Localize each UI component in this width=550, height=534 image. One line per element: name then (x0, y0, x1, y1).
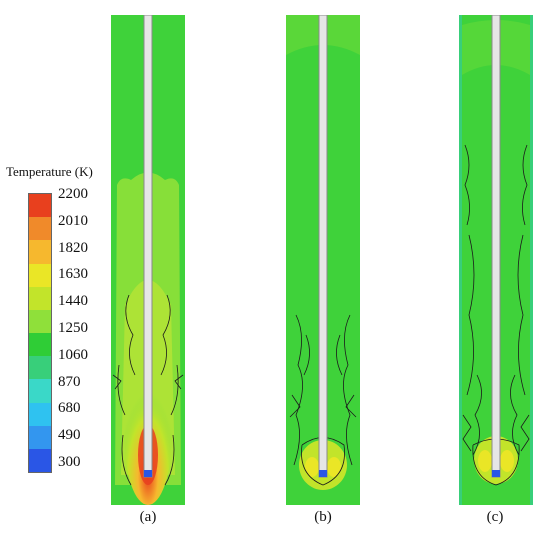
legend-tick-label: 680 (58, 400, 81, 417)
colorbar-swatch (29, 309, 51, 334)
caption-a: (a) (139, 509, 157, 525)
contour-panel-a (111, 15, 185, 505)
legend-tick-label: 1820 (58, 239, 88, 256)
contour-panel-b (286, 15, 360, 505)
legend-tick-label: 1250 (58, 320, 88, 336)
colorbar-swatch (29, 402, 51, 427)
colorbar-swatch (29, 333, 51, 358)
legend-tick-label: 1060 (58, 346, 88, 363)
legend-tick-label: 2200 (58, 186, 88, 202)
colorbar-swatch (29, 286, 51, 311)
legend-tick-label: 2010 (58, 212, 88, 229)
legend-tick-label: 300 (58, 454, 81, 470)
contour-panel-c (459, 15, 533, 505)
legend-tick-label: 1440 (58, 293, 88, 310)
legend-tick-label: 870 (58, 373, 81, 390)
colorbar-swatch (29, 263, 51, 288)
colorbar-swatch (29, 448, 51, 472)
legend-title: Temperature (K) (6, 164, 93, 179)
colorbar-swatch (29, 240, 51, 265)
colorbar-swatch (29, 356, 51, 381)
colorbar-swatch (29, 194, 51, 219)
temperature-colorbar (28, 193, 52, 473)
colorbar-swatch (29, 217, 51, 242)
caption-b: (b) (314, 509, 332, 525)
caption-c: (c) (486, 509, 504, 525)
legend-tick-label: 1630 (58, 266, 88, 283)
colorbar-swatch (29, 425, 51, 450)
legend-tick-label: 490 (58, 427, 81, 444)
colorbar-swatch (29, 379, 51, 404)
